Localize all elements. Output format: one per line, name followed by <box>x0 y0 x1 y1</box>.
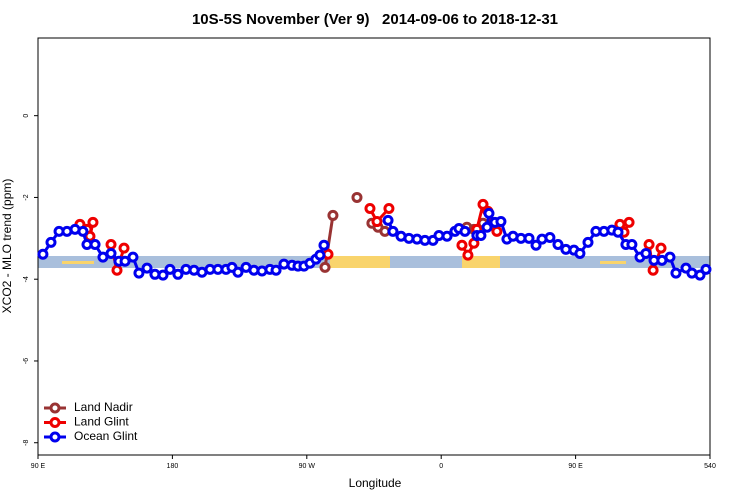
data-point <box>164 263 176 275</box>
data-point <box>387 225 399 237</box>
data-point <box>37 248 49 260</box>
data-point <box>118 242 130 254</box>
y-tick-label: -4 <box>23 276 30 282</box>
data-point <box>157 269 169 281</box>
data-point <box>643 238 655 250</box>
data-point <box>462 249 474 261</box>
legend-marker <box>49 402 61 414</box>
data-point <box>105 238 117 250</box>
data-point <box>314 249 326 261</box>
data-point <box>640 247 652 259</box>
data-point <box>383 202 395 214</box>
x-tick-label: 0 <box>439 463 443 470</box>
land-strip <box>330 256 390 268</box>
x-tick-label: 180 <box>167 463 179 470</box>
data-point <box>319 261 331 273</box>
plot-frame <box>37 37 711 456</box>
data-point <box>491 225 503 237</box>
data-point <box>700 263 712 275</box>
legend-label: Land Nadir <box>74 400 133 414</box>
data-point <box>133 267 145 279</box>
data-point <box>270 264 282 276</box>
data-point <box>456 239 468 251</box>
data-point <box>544 232 556 244</box>
data-point <box>89 238 101 250</box>
data-point <box>45 236 57 248</box>
data-point <box>655 242 667 254</box>
legend-label: Land Glint <box>74 415 129 429</box>
x-axis-label: Longitude <box>349 476 402 490</box>
x-tick-label: 90 E <box>31 463 46 470</box>
data-point <box>351 191 363 203</box>
data-point <box>530 239 542 251</box>
data-point <box>141 262 153 274</box>
data-point <box>371 216 383 228</box>
data-point <box>364 202 376 214</box>
data-point <box>552 238 564 250</box>
y-tick-label: -2 <box>23 194 30 200</box>
x-tick-label: 90 W <box>299 463 316 470</box>
data-point <box>647 264 659 276</box>
data-point <box>582 236 594 248</box>
island-strip <box>600 261 626 264</box>
data-point <box>127 251 139 263</box>
data-point <box>623 216 635 228</box>
y-axis-label: XCO2 - MLO trend (ppm) <box>0 179 14 314</box>
data-point <box>483 207 495 219</box>
legend-marker <box>49 431 61 443</box>
x-tick-label: 540 <box>704 463 716 470</box>
data-point <box>441 230 453 242</box>
data-point <box>232 266 244 278</box>
data-point <box>111 264 123 276</box>
data-point <box>459 225 471 237</box>
data-point <box>574 247 586 259</box>
data-point <box>327 209 339 221</box>
data-point <box>612 226 624 238</box>
x-tick-label: 90 E <box>568 463 583 470</box>
data-point <box>105 247 117 259</box>
data-point <box>382 214 394 226</box>
chart-title: 10S-5S November (Ver 9) 2014-09-06 to 20… <box>192 11 558 28</box>
data-point <box>670 267 682 279</box>
legend-label: Ocean Glint <box>74 429 138 443</box>
data-point <box>495 216 507 228</box>
y-tick-label: 0 <box>23 114 30 118</box>
y-tick-label: -6 <box>23 358 30 364</box>
data-point <box>626 238 638 250</box>
data-point <box>481 221 493 233</box>
map-strip <box>38 256 710 268</box>
island-strip <box>62 261 94 264</box>
data-point <box>77 225 89 237</box>
data-point <box>477 198 489 210</box>
data-point <box>172 268 184 280</box>
data-point <box>87 216 99 228</box>
data-point <box>664 251 676 263</box>
legend-marker <box>49 417 61 428</box>
data-point <box>523 232 535 244</box>
data-point <box>119 255 131 267</box>
data-point <box>475 229 487 241</box>
data-point <box>318 239 330 251</box>
y-tick-label: -8 <box>23 440 30 446</box>
